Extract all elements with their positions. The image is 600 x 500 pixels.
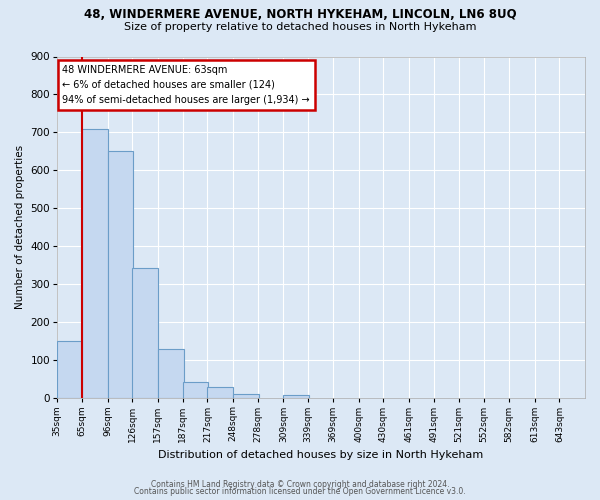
Bar (283, 396, 309, 398)
Text: Size of property relative to detached houses in North Hykeham: Size of property relative to detached ho… (124, 22, 476, 32)
Bar (57, 342, 83, 398)
Bar (132, 268, 158, 398)
Bar (158, 349, 184, 399)
Bar (182, 382, 208, 398)
X-axis label: Distribution of detached houses by size in North Hykeham: Distribution of detached houses by size … (158, 450, 484, 460)
Y-axis label: Number of detached properties: Number of detached properties (15, 146, 25, 310)
Text: 48 WINDERMERE AVENUE: 63sqm
← 6% of detached houses are smaller (124)
94% of sem: 48 WINDERMERE AVENUE: 63sqm ← 6% of deta… (62, 65, 310, 104)
Text: 48, WINDERMERE AVENUE, NORTH HYKEHAM, LINCOLN, LN6 8UQ: 48, WINDERMERE AVENUE, NORTH HYKEHAM, LI… (83, 8, 517, 20)
Text: Contains public sector information licensed under the Open Government Licence v3: Contains public sector information licen… (134, 488, 466, 496)
Bar (82, 128, 107, 398)
Bar (208, 387, 233, 398)
Bar (233, 394, 259, 398)
Text: Contains HM Land Registry data © Crown copyright and database right 2024.: Contains HM Land Registry data © Crown c… (151, 480, 449, 489)
Bar (107, 152, 133, 398)
